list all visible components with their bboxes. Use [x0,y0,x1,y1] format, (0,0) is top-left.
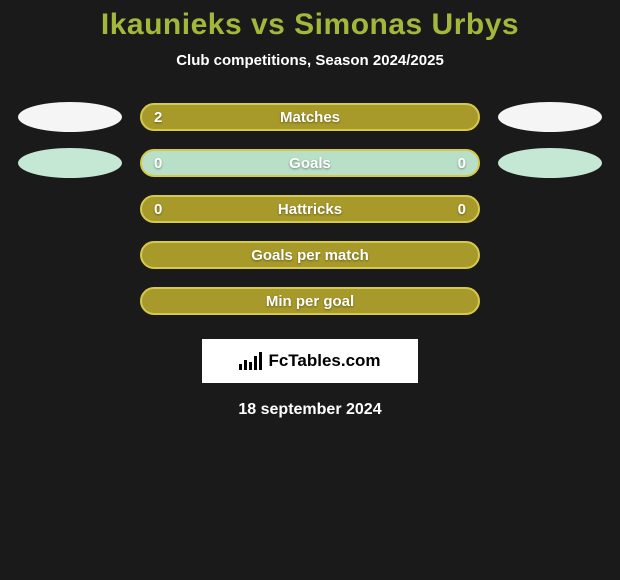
date-label: 18 september 2024 [0,401,620,419]
stat-bar: 0 Goals 0 [140,149,480,177]
stat-left-value: 0 [154,155,162,172]
stat-label: Min per goal [266,293,354,310]
subtitle: Club competitions, Season 2024/2025 [0,52,620,69]
right-oval [498,102,602,132]
right-oval [498,148,602,178]
left-oval [18,148,122,178]
stat-bar: 0 Hattricks 0 [140,195,480,223]
stats-rows: 2 Matches 0 Goals 0 0 Hattricks 0 Goals per matc… [0,103,620,315]
stat-label: Matches [280,109,340,126]
stat-row: 2 Matches [0,103,620,131]
stat-left-value: 0 [154,201,162,218]
stat-row: Goals per match [0,241,620,269]
stat-row: Min per goal [0,287,620,315]
stats-card: Ikaunieks vs Simonas Urbys Club competit… [0,0,620,419]
stat-row: 0 Goals 0 [0,149,620,177]
page-title: Ikaunieks vs Simonas Urbys [0,8,620,42]
logo-box[interactable]: FcTables.com [202,339,418,383]
stat-right-value: 0 [458,155,466,172]
stat-bar: 2 Matches [140,103,480,131]
left-oval [18,102,122,132]
stat-label: Goals [289,155,331,172]
stat-label: Goals per match [251,247,369,264]
stat-label: Hattricks [278,201,342,218]
stat-row: 0 Hattricks 0 [0,195,620,223]
stat-bar: Goals per match [140,241,480,269]
chart-icon [239,352,262,370]
stat-left-value: 2 [154,109,162,126]
logo-text: FcTables.com [268,351,380,371]
stat-right-value: 0 [458,201,466,218]
stat-bar: Min per goal [140,287,480,315]
